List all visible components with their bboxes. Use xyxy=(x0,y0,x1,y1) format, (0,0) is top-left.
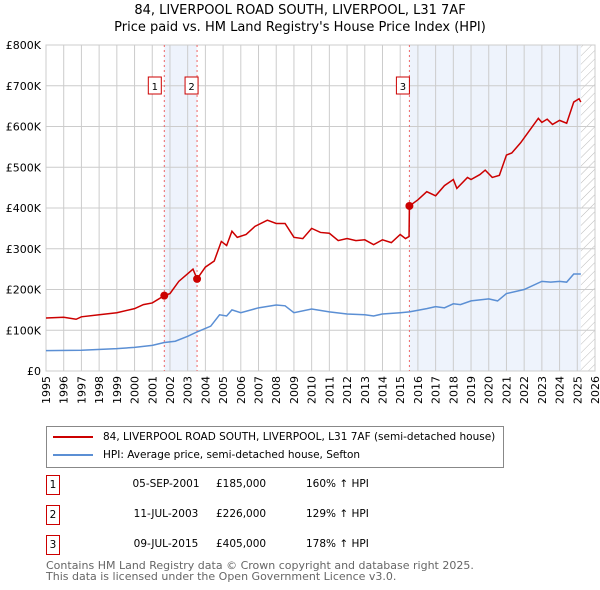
legend-swatch xyxy=(53,436,93,438)
sale-marker: 2 xyxy=(46,505,60,525)
x-tick-label: 2004 xyxy=(199,376,212,404)
series-line xyxy=(45,273,581,352)
sale-label: 1 xyxy=(152,82,158,93)
x-tick-label: 2011 xyxy=(323,376,336,404)
y-tick-label: £600K xyxy=(6,121,42,134)
x-tick-label: 1996 xyxy=(58,376,71,404)
x-tick-label: 2010 xyxy=(306,376,319,404)
footer-copyright: Contains HM Land Registry data © Crown c… xyxy=(46,559,474,572)
plot-frame xyxy=(45,44,596,372)
x-tick-label: 1999 xyxy=(111,376,124,404)
sale-date: 11-JUL-2003 xyxy=(133,508,199,520)
x-tick-label: 2009 xyxy=(288,376,301,404)
footer-licence: This data is licensed under the Open Gov… xyxy=(46,570,397,583)
x-tick-label: 2017 xyxy=(430,376,443,404)
y-tick-label: £400K xyxy=(6,202,42,215)
x-tick-label: 2007 xyxy=(253,376,266,404)
x-tick-label: 2023 xyxy=(536,376,549,404)
x-tick-label: 2002 xyxy=(164,376,177,404)
y-tick-label: £800K xyxy=(6,39,42,52)
y-tick-label: £500K xyxy=(6,161,42,174)
sale-label: 3 xyxy=(400,82,406,93)
x-tick-label: 2021 xyxy=(500,376,513,404)
legend-label: 84, LIVERPOOL ROAD SOUTH, LIVERPOOL, L31… xyxy=(103,431,496,443)
sale-point xyxy=(193,274,202,283)
sale-marker: 1 xyxy=(46,475,60,495)
sale-row: 2 11-JUL-2003 £226,000 129% ↑ HPI xyxy=(46,505,446,525)
x-tick-label: 2013 xyxy=(359,376,372,404)
x-tick-label: 2008 xyxy=(270,376,283,404)
legend-item-hpi: HPI: Average price, semi-detached house,… xyxy=(53,449,360,461)
sale-marker: 3 xyxy=(46,535,60,555)
sale-label: 2 xyxy=(188,82,194,93)
x-tick-label: 2000 xyxy=(129,376,142,404)
x-tick-label: 2012 xyxy=(341,376,354,404)
sale-price: £185,000 xyxy=(216,478,267,490)
footer: Contains HM Land Registry data © Crown c… xyxy=(46,560,474,582)
price-chart: 1995 1996 1997 1998 1999 2000 2001 2002 2003 2004… xyxy=(6,39,600,404)
sale-row: 1 05-SEP-2001 £185,000 160% ↑ HPI xyxy=(46,475,446,495)
series-line xyxy=(45,97,582,321)
x-tick-label: 2015 xyxy=(394,376,407,404)
legend-item-property: 84, LIVERPOOL ROAD SOUTH, LIVERPOOL, L31… xyxy=(53,431,495,443)
y-tick-label: £300K xyxy=(6,243,42,256)
x-tick-label: 2019 xyxy=(465,376,478,404)
sale-label-box xyxy=(395,76,410,95)
sale-hpi: 160% ↑ HPI xyxy=(306,478,369,490)
sale-price: £405,000 xyxy=(216,538,267,550)
x-tick-label: 1997 xyxy=(75,376,88,404)
legend-swatch xyxy=(53,454,93,456)
legend-label: HPI: Average price, semi-detached house,… xyxy=(103,449,361,461)
x-tick-label: 2014 xyxy=(376,376,389,404)
sale-hpi: 129% ↑ HPI xyxy=(306,508,369,520)
x-tick-label: 2026 xyxy=(589,376,600,404)
x-tick-label: 2003 xyxy=(182,376,195,404)
legend: 84, LIVERPOOL ROAD SOUTH, LIVERPOOL, L31… xyxy=(46,426,504,468)
sale-row: 3 09-JUL-2015 £405,000 178% ↑ HPI xyxy=(46,535,446,555)
x-tick-label: 2025 xyxy=(571,376,584,404)
chart-title: 84, LIVERPOOL ROAD SOUTH, LIVERPOOL, L31… xyxy=(134,3,466,18)
sale-label-box xyxy=(147,76,162,95)
sale-price: £226,000 xyxy=(216,508,267,520)
sale-point xyxy=(405,201,414,210)
sale-date: 05-SEP-2001 xyxy=(132,478,200,490)
sale-date: 09-JUL-2015 xyxy=(133,538,199,550)
x-tick-label: 2022 xyxy=(518,376,531,404)
x-tick-label: 1995 xyxy=(40,376,53,404)
chart-subtitle: Price paid vs. HM Land Registry's House … xyxy=(114,20,486,35)
x-tick-label: 2016 xyxy=(412,376,425,404)
y-tick-label: £700K xyxy=(6,80,42,93)
sale-label-box xyxy=(184,76,199,95)
x-tick-label: 2005 xyxy=(217,376,230,404)
x-tick-label: 2024 xyxy=(554,376,567,404)
x-tick-label: 1998 xyxy=(93,376,106,404)
sale-hpi: 178% ↑ HPI xyxy=(306,538,369,550)
x-tick-label: 2018 xyxy=(447,376,460,404)
y-tick-label: £0 xyxy=(27,365,41,378)
x-tick-label: 2006 xyxy=(235,376,248,404)
y-tick-label: £200K xyxy=(6,284,42,297)
sale-point xyxy=(160,291,169,300)
x-tick-label: 2020 xyxy=(483,376,496,404)
x-tick-label: 2001 xyxy=(146,376,159,404)
y-tick-label: £100K xyxy=(6,324,42,337)
